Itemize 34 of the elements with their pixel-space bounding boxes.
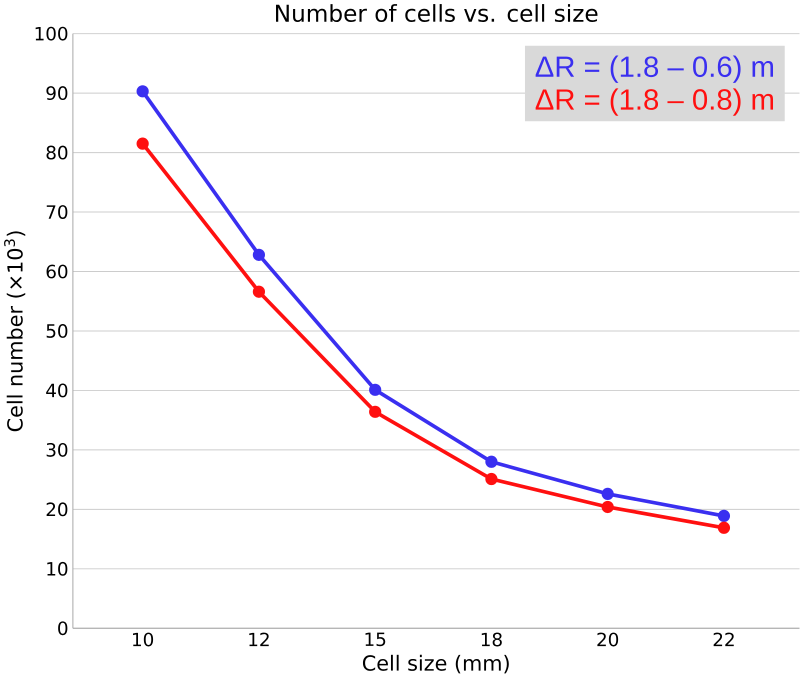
y-tick-label: 60 (46, 264, 68, 278)
point (485, 455, 498, 468)
y-tick-label: 100 (36, 26, 68, 40)
y-tick-label: 30 (46, 442, 68, 457)
point (602, 500, 614, 513)
point (252, 248, 266, 261)
x-tick-label: 12 (249, 632, 269, 646)
x-tick-label: 20 (597, 632, 618, 646)
point (485, 472, 498, 485)
point (252, 285, 266, 298)
text: ΔR = (1.8 – 0.6) m (536, 55, 774, 83)
y-tick-label: 90 (46, 86, 68, 100)
y-axis-title: Cell number (×10$^{3}$) (4, 231, 26, 432)
y-tick-label: 80 (46, 145, 68, 160)
y-tick-label: 50 (46, 324, 68, 338)
y-tick-label: 40 (46, 383, 68, 398)
y-tick-label: 10 (47, 562, 68, 576)
chart-title: Number of cells vs. cell size (276, 4, 598, 22)
point (136, 85, 149, 98)
point (136, 137, 149, 150)
point (602, 488, 614, 500)
point (718, 510, 730, 522)
point (369, 384, 382, 396)
y-tick-label: 70 (46, 204, 68, 219)
text: ΔR = (1.8 – 0.8) m (536, 88, 774, 116)
x-axis-title: Cell size (mm) (362, 654, 509, 674)
point (718, 521, 730, 534)
x-tick-label: 15 (366, 632, 386, 646)
x-tick-label: 22 (714, 632, 734, 646)
point (369, 406, 382, 418)
x-tick-label: 10 (133, 632, 154, 646)
y-tick-label: 0 (58, 621, 68, 636)
x-tick-label: 18 (482, 632, 502, 646)
y-tick-label: 20 (46, 502, 68, 516)
